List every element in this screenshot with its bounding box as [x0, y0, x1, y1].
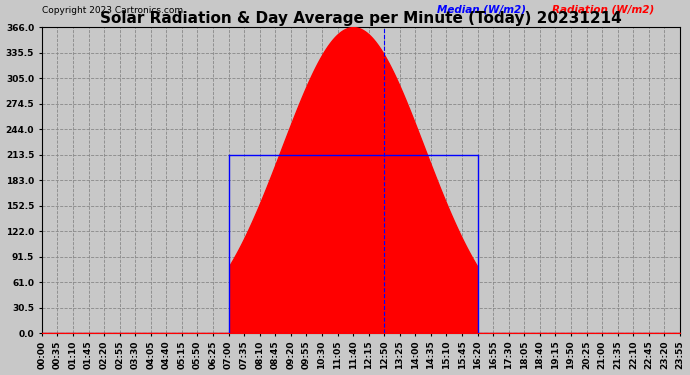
Text: Copyright 2023 Cartronics.com: Copyright 2023 Cartronics.com [42, 6, 183, 15]
Text: Radiation (W/m2): Radiation (W/m2) [552, 5, 655, 15]
Title: Solar Radiation & Day Average per Minute (Today) 20231214: Solar Radiation & Day Average per Minute… [100, 11, 622, 26]
Text: Median (W/m2): Median (W/m2) [437, 5, 526, 15]
